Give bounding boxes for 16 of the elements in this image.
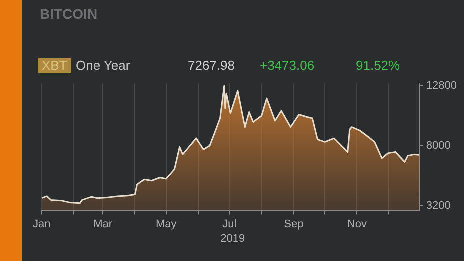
x-tick-label: Sep [284,218,304,230]
text: +3473.06 [260,58,315,73]
x-axis-title: 2019 [220,233,246,245]
x-tick-label: Jul [222,218,237,230]
text: 7267.98 [188,58,235,73]
text: XBT [38,58,72,73]
chart-title: BITCOIN [40,6,98,22]
x-tick-label: Nov [347,218,368,230]
x-tick-label: Jan [32,218,51,230]
x-tick-label: May [156,218,178,230]
y-tick-label: 12800 [426,80,458,92]
y-tick-label: 3200 [426,200,451,212]
text: One Year [76,58,130,73]
text: 91.52% [356,58,400,73]
y-tick-label: 8000 [426,140,451,152]
x-tick-label: Mar [94,218,113,230]
